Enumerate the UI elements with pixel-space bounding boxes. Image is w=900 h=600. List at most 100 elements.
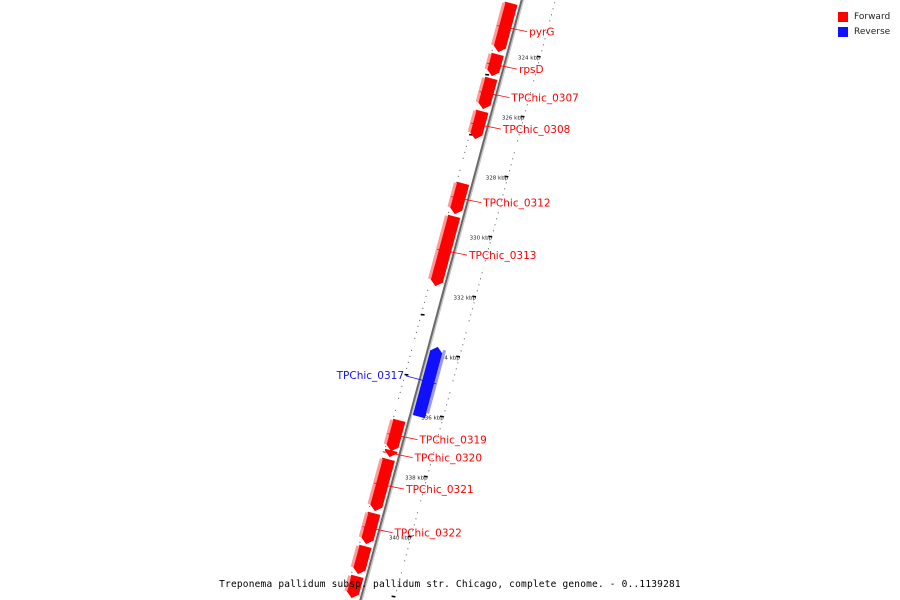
gene-label-TPChic_0312[interactable]: TPChic_0312 <box>482 198 550 210</box>
minor-tick <box>425 295 427 297</box>
gene-leader-line <box>374 482 405 490</box>
minor-tick <box>404 560 406 562</box>
minor-tick <box>415 518 417 520</box>
minor-tick <box>465 332 467 334</box>
minor-tick <box>407 548 409 550</box>
minor-tick <box>421 494 423 496</box>
minor-tick <box>536 68 538 70</box>
gene-leader-line <box>487 62 518 70</box>
backbone-line <box>359 0 523 600</box>
gene-shade <box>491 2 506 46</box>
forward-swatch <box>838 11 848 22</box>
minor-tick <box>401 385 403 387</box>
minor-tick <box>475 109 477 111</box>
minor-tick <box>464 151 466 153</box>
scale-label: 328 kbp <box>486 176 509 182</box>
minor-tick <box>513 152 515 154</box>
gene-shade <box>484 53 492 70</box>
minor-tick <box>412 530 414 532</box>
gene-leader-line <box>382 451 413 458</box>
gene-shade <box>475 77 486 103</box>
scale-label: 334 kbp <box>437 356 460 362</box>
minor-tick <box>470 314 472 316</box>
gene-label-TPChic_0313[interactable]: TPChic_0313 <box>468 250 536 262</box>
minor-tick <box>413 524 415 526</box>
minor-tick <box>449 392 451 394</box>
gene-shade <box>344 575 352 592</box>
minor-tick <box>422 307 424 309</box>
major-tick <box>439 415 444 418</box>
scale-label: 336 kbp <box>421 416 444 422</box>
gene-label-TPChic_0307[interactable]: TPChic_0307 <box>510 93 578 105</box>
gene-label-TPChic_0320[interactable]: TPChic_0320 <box>414 453 482 465</box>
minor-tick <box>510 164 512 166</box>
partial-gene-arrow[interactable] <box>346 574 364 599</box>
minor-tick <box>423 488 425 490</box>
gene-label-rpsD[interactable]: rpsD <box>519 64 544 76</box>
minor-tick <box>504 188 506 190</box>
minor-tick <box>473 302 475 304</box>
legend-label-reverse: Reverse <box>854 26 891 37</box>
gene-leader-line <box>479 91 510 98</box>
gene-shade <box>382 449 386 451</box>
minor-tick <box>359 541 361 543</box>
gene-label-TPChic_0321[interactable]: TPChic_0321 <box>405 484 473 496</box>
gene-leader-line <box>451 196 482 203</box>
minor-tick <box>528 98 530 100</box>
minor-tick <box>494 224 496 226</box>
gene-label-pyrG[interactable]: pyrG <box>529 27 554 39</box>
gene-shade <box>467 110 477 133</box>
minor-tick <box>399 391 401 393</box>
scale-labels: 324 kbp 326 kbp 328 kbp 330 kbp 332 kbp 334 k… <box>389 56 541 542</box>
minor-tick <box>542 44 544 46</box>
minor-tick <box>471 308 473 310</box>
minor-tick <box>457 362 459 364</box>
legend: Forward Reverse <box>838 9 890 39</box>
minor-tick <box>463 338 465 340</box>
gene-label-TPChic_0317[interactable]: TPChic_0317 <box>336 370 404 382</box>
minor-tick <box>533 80 535 82</box>
minor-tick <box>509 170 511 172</box>
minor-tick <box>381 457 383 459</box>
minor-tick <box>397 584 399 586</box>
minor-tick <box>436 440 438 442</box>
gene-leader-line <box>387 433 418 440</box>
minor-tick <box>383 451 385 453</box>
major-tick <box>520 115 525 118</box>
minor-tick <box>455 368 457 370</box>
minor-tick <box>444 410 446 412</box>
minor-tick <box>476 290 478 292</box>
minor-tick <box>479 278 481 280</box>
minor-tick <box>468 320 470 322</box>
minor-tick <box>405 554 407 556</box>
minor-tick <box>417 325 419 327</box>
minor-tick <box>520 128 522 130</box>
minor-tick <box>447 398 449 400</box>
minor-tick <box>419 319 421 321</box>
gene-label-TPChic_0322[interactable]: TPChic_0322 <box>393 528 461 540</box>
gene-label-TPChic_0319[interactable]: TPChic_0319 <box>418 435 486 447</box>
partial-gene-arrow[interactable] <box>353 544 372 575</box>
minor-tick <box>398 397 400 399</box>
gene-arrow-TPChic_0317[interactable] <box>412 346 443 419</box>
gene-label-TPChic_0308[interactable]: TPChic_0308 <box>502 124 570 136</box>
minor-tick <box>441 422 443 424</box>
gene-shade <box>367 458 383 505</box>
minor-tick <box>489 242 491 244</box>
minor-tick <box>538 62 540 64</box>
minor-tick <box>505 182 507 184</box>
gene-leader-line <box>437 248 468 256</box>
minor-tick <box>369 505 371 507</box>
gene-shade <box>358 512 369 538</box>
scale-label: 324 kbp <box>518 56 541 62</box>
minor-tick <box>367 511 369 513</box>
gene-track <box>344 1 518 599</box>
minor-tick <box>488 248 490 250</box>
major-tick <box>488 235 493 238</box>
minor-tick <box>408 542 410 544</box>
minor-tick <box>497 212 499 214</box>
gene-shade <box>383 419 394 445</box>
minor-tick <box>457 175 459 177</box>
minor-tick <box>492 230 494 232</box>
minor-tick <box>429 464 431 466</box>
